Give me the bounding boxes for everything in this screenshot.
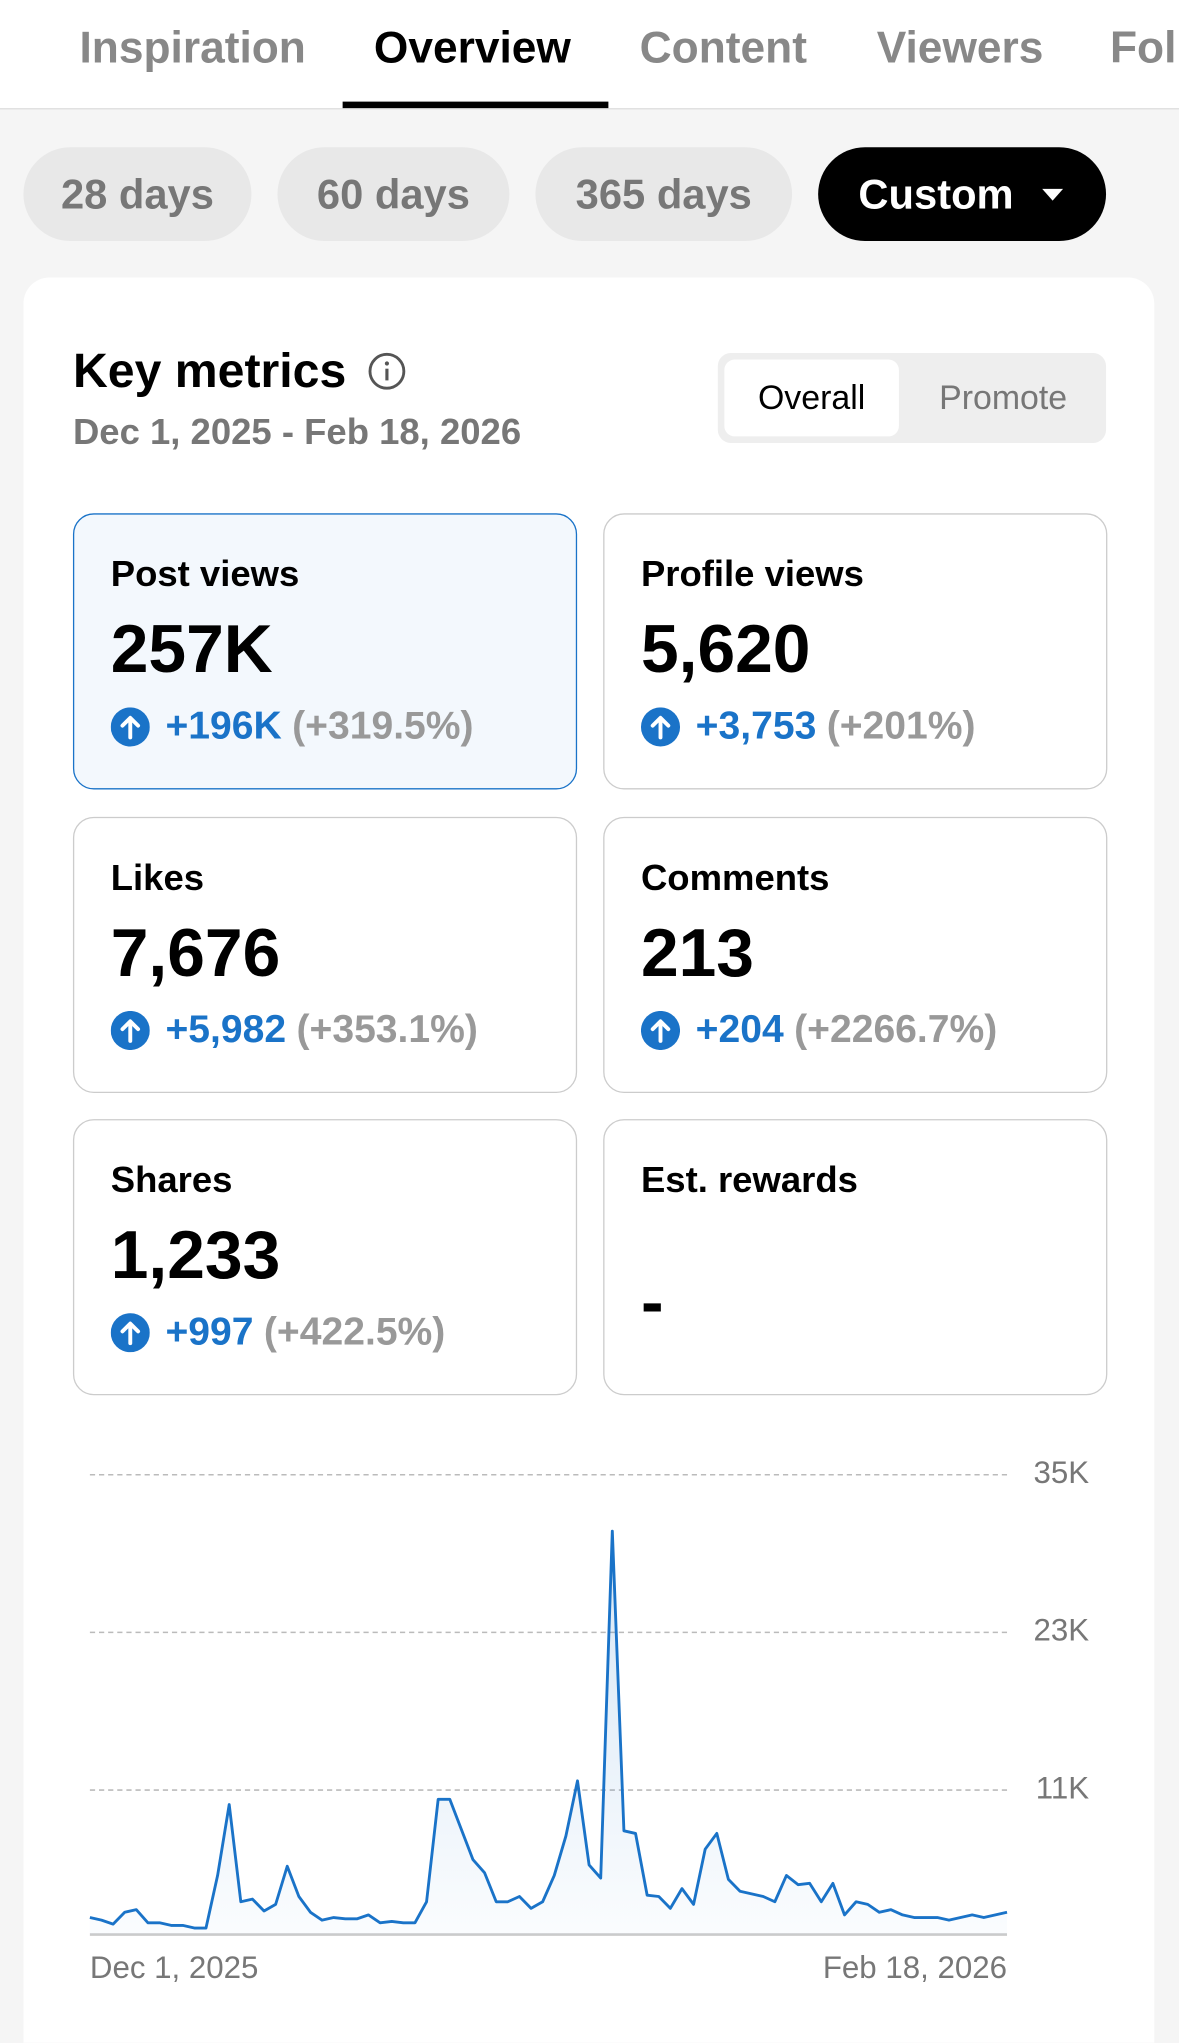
metric-label: Comments (640, 856, 830, 897)
date-range: Dec 1, 2025 - Feb 18, 2026 (72, 411, 522, 453)
tab[interactable]: Viewers (876, 23, 1044, 73)
period-label: 28 days (60, 170, 214, 217)
metric-value: 213 (640, 915, 754, 991)
x-tick-label: Dec 1, 2025 (90, 1950, 259, 1985)
change-percent: (+319.5%) (292, 704, 474, 748)
change-value: +997 (165, 1310, 254, 1354)
dropdown-caret (1042, 188, 1064, 201)
active-tab-indicator (342, 101, 609, 109)
period-label: 365 days (575, 170, 752, 217)
metric-change: +196K (+319.5%) (110, 704, 474, 749)
up-arrow-icon (110, 707, 150, 747)
change-value: +196K (165, 704, 282, 748)
metric-label: Est. rewards (640, 1159, 858, 1200)
metric-card[interactable]: Post views 257K +196K (+319.5%) (72, 513, 578, 790)
tab[interactable]: Overview (373, 23, 571, 73)
period-button[interactable]: Custom (818, 147, 1107, 242)
metric-card[interactable]: Profile views 5,620 +3,753 (+201%) (603, 513, 1108, 790)
metric-label: Shares (110, 1159, 233, 1200)
metric-value: 5,620 (640, 612, 811, 688)
up-arrow-icon (640, 1010, 681, 1050)
metric-label: Likes (110, 856, 205, 897)
tab[interactable]: Inspiration (79, 23, 306, 73)
metric-value: - (640, 1264, 664, 1341)
metric-card[interactable]: Comments 213 +204 (+2266.7%) (603, 816, 1108, 1093)
chart: 11K 23K 35K Dec 1, 2025 Feb 18, 2026 (89, 1455, 1089, 1985)
metric-card[interactable]: Likes 7,676 +5,982 (+353.1%) (72, 816, 578, 1093)
x-tick-label: Feb 18, 2026 (823, 1950, 1007, 1985)
metric-label: Post views (110, 553, 300, 595)
card-title: Key metrics (73, 344, 407, 399)
change-percent: (+353.1%) (296, 1007, 478, 1051)
metric-card[interactable]: Est. rewards - (603, 1119, 1108, 1396)
y-tick-label: 23K (1033, 1613, 1089, 1648)
tab-bar: Inspiration Overview Content Viewers Followe… (0, 0, 1179, 110)
metric-change: +997 (+422.5%) (110, 1310, 446, 1355)
change-percent: (+422.5%) (263, 1310, 446, 1354)
y-tick-label: 11K (1036, 1770, 1089, 1805)
up-arrow-icon (110, 1313, 150, 1353)
tab[interactable]: Content (639, 23, 807, 73)
metric-change: +5,982 (+353.1%) (110, 1007, 478, 1052)
change-value: +204 (695, 1007, 784, 1051)
change-value: +3,753 (695, 704, 817, 748)
metric-value: 1,233 (110, 1218, 281, 1294)
metric-card[interactable]: Shares 1,233 +997 (+422.5%) (72, 1119, 578, 1396)
period-label: 60 days (316, 170, 470, 217)
y-tick-label: 35K (1033, 1455, 1089, 1490)
up-arrow-icon (640, 707, 681, 747)
tab[interactable]: Followers (1109, 23, 1179, 73)
period-button[interactable]: 60 days (277, 147, 510, 242)
toggle-option[interactable]: Overall (724, 359, 899, 437)
area (89, 1531, 1008, 1935)
change-percent: (+2266.7%) (794, 1007, 998, 1051)
toggle-option[interactable]: Promote (939, 377, 1068, 417)
metric-value: 257K (110, 612, 273, 688)
change-value: +5,982 (165, 1007, 287, 1051)
change-percent: (+201%) (826, 704, 976, 748)
metric-label: Profile views (640, 553, 864, 595)
period-button[interactable]: 365 days (535, 147, 793, 242)
up-arrow-icon (110, 1010, 150, 1050)
title-text: Key metrics (72, 343, 347, 398)
metric-change: +3,753 (+201%) (640, 704, 976, 749)
period-button[interactable]: 28 days (23, 147, 252, 242)
metric-value: 7,676 (110, 915, 281, 991)
line (89, 1529, 1008, 1930)
info-icon[interactable] (367, 352, 406, 391)
metric-change: +204 (+2266.7%) (640, 1007, 998, 1052)
segment-toggle: Overall Promote (717, 353, 1107, 443)
period-label: Custom (858, 170, 1014, 217)
